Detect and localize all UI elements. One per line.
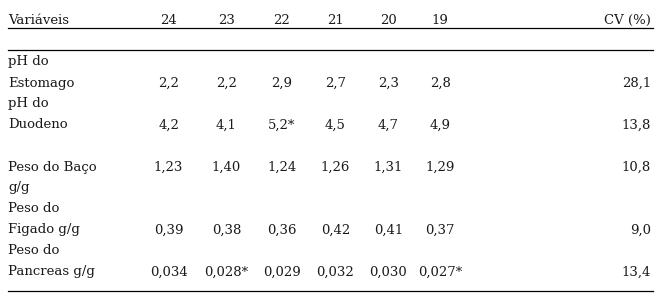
Text: CV (%): CV (%) — [604, 14, 651, 26]
Text: 4,9: 4,9 — [430, 118, 451, 131]
Text: 1,24: 1,24 — [267, 160, 296, 173]
Text: 2,9: 2,9 — [271, 76, 292, 89]
Text: 0,029: 0,029 — [262, 266, 301, 278]
Text: 0,38: 0,38 — [212, 224, 241, 236]
Text: Peso do Baço: Peso do Baço — [8, 160, 97, 173]
Text: Pancreas g/g: Pancreas g/g — [8, 266, 95, 278]
Text: Variáveis: Variáveis — [8, 14, 69, 26]
Text: 0,37: 0,37 — [426, 224, 455, 236]
Text: 1,26: 1,26 — [321, 160, 350, 173]
Text: 2,2: 2,2 — [216, 76, 237, 89]
Text: 9,0: 9,0 — [630, 224, 651, 236]
Text: 2,3: 2,3 — [378, 76, 399, 89]
Text: 1,40: 1,40 — [212, 160, 241, 173]
Text: g/g: g/g — [8, 182, 30, 194]
Text: 4,1: 4,1 — [216, 118, 237, 131]
Text: 2,7: 2,7 — [325, 76, 346, 89]
Text: 21: 21 — [327, 14, 344, 26]
Text: 0,027*: 0,027* — [418, 266, 462, 278]
Text: 2,2: 2,2 — [158, 76, 179, 89]
Text: 0,028*: 0,028* — [204, 266, 249, 278]
Text: Figado g/g: Figado g/g — [8, 224, 80, 236]
Text: 0,41: 0,41 — [373, 224, 403, 236]
Text: 0,36: 0,36 — [267, 224, 296, 236]
Text: 0,030: 0,030 — [369, 266, 407, 278]
Text: Duodeno: Duodeno — [8, 118, 67, 131]
Text: 2,8: 2,8 — [430, 76, 451, 89]
Text: 5,2*: 5,2* — [268, 118, 295, 131]
Text: 1,29: 1,29 — [426, 160, 455, 173]
Text: Peso do: Peso do — [8, 202, 59, 215]
Text: 10,8: 10,8 — [622, 160, 651, 173]
Text: Estomago: Estomago — [8, 76, 74, 89]
Text: 0,39: 0,39 — [154, 224, 183, 236]
Text: 23: 23 — [218, 14, 235, 26]
Text: 4,7: 4,7 — [378, 118, 399, 131]
Text: 1,23: 1,23 — [154, 160, 183, 173]
Text: 4,2: 4,2 — [158, 118, 179, 131]
Text: 0,032: 0,032 — [317, 266, 354, 278]
Text: Peso do: Peso do — [8, 244, 59, 257]
Text: 28,1: 28,1 — [622, 76, 651, 89]
Text: pH do: pH do — [8, 98, 48, 110]
Text: 20: 20 — [380, 14, 397, 26]
Text: 13,8: 13,8 — [622, 118, 651, 131]
Text: 1,31: 1,31 — [373, 160, 403, 173]
Text: 0,034: 0,034 — [149, 266, 188, 278]
Text: 24: 24 — [160, 14, 177, 26]
Text: 0,42: 0,42 — [321, 224, 350, 236]
Text: pH do: pH do — [8, 56, 48, 68]
Text: 13,4: 13,4 — [622, 266, 651, 278]
Text: 19: 19 — [432, 14, 449, 26]
Text: 22: 22 — [273, 14, 290, 26]
Text: 4,5: 4,5 — [325, 118, 346, 131]
